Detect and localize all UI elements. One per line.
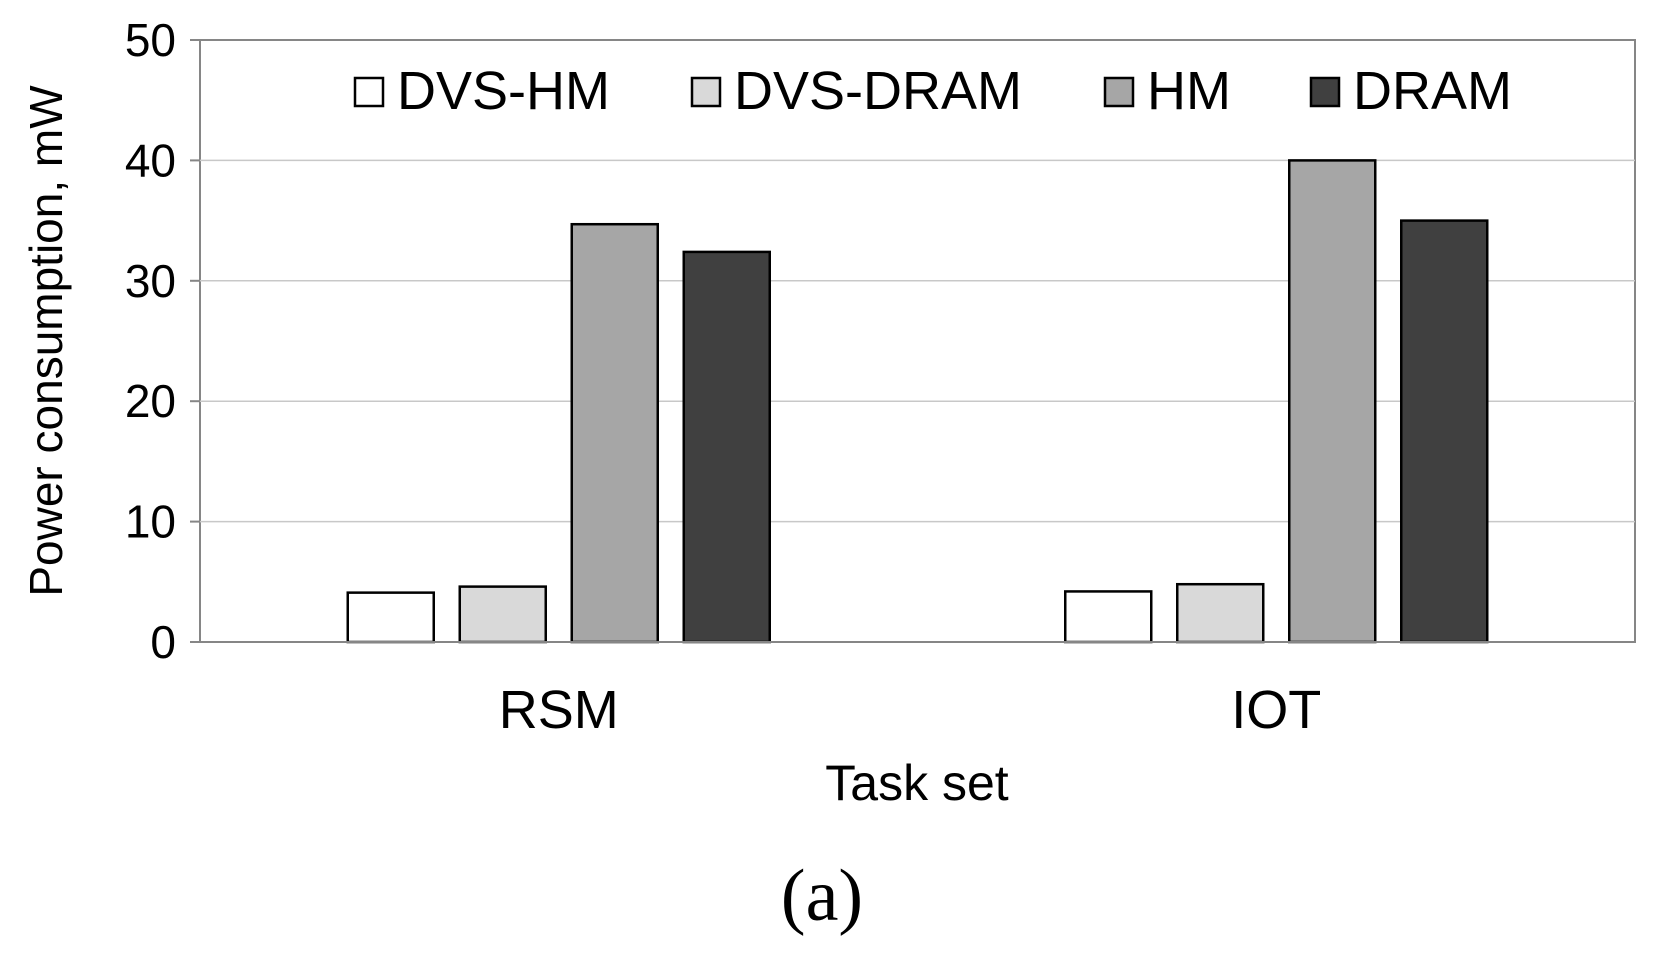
legend-swatch-dram <box>1309 76 1341 108</box>
y-tick-label-3: 30 <box>125 255 176 307</box>
x-tick-label-rsm: RSM <box>499 680 619 740</box>
legend-label-hm: HM <box>1147 61 1231 121</box>
bar-rsm-hm <box>570 222 659 644</box>
bar-iot-dram <box>1400 219 1489 644</box>
x-axis-title: Task set <box>825 755 1009 811</box>
bar-rsm-dvs-hm <box>346 591 435 644</box>
bar-rsm-dram <box>682 250 771 644</box>
y-tick-label-5: 50 <box>125 14 176 66</box>
y-tick-label-4: 40 <box>125 134 176 186</box>
legend-swatch-dvs-dram <box>690 76 722 108</box>
bar-rsm-dvs-dram <box>458 585 547 644</box>
legend-label-dvs-hm: DVS-HM <box>397 61 610 121</box>
y-tick-label-1: 10 <box>125 496 176 548</box>
x-tick-labels: RSM IOT <box>499 680 1322 740</box>
y-tick-label-0: 0 <box>150 616 176 668</box>
legend-label-dram: DRAM <box>1353 61 1512 121</box>
x-tick-label-iot: IOT <box>1231 680 1321 740</box>
bar-iot-dvs-hm <box>1064 590 1153 644</box>
legend-swatch-hm <box>1103 76 1135 108</box>
legend-label-dvs-dram: DVS-DRAM <box>734 61 1022 121</box>
gridlines <box>200 159 1635 523</box>
bar-iot-dvs-dram <box>1176 582 1265 644</box>
legend-swatch-dvs-hm <box>353 76 385 108</box>
y-tick-labels: 0 10 20 30 40 50 <box>125 14 200 668</box>
bar-iot-hm <box>1288 159 1377 644</box>
figure-caption: (a) <box>781 855 863 937</box>
plot-area <box>199 39 1636 643</box>
y-axis-title: Power consumption, mW <box>20 85 72 597</box>
y-tick-label-2: 20 <box>125 375 176 427</box>
bars <box>346 159 1489 644</box>
legend: DVS-HM DVS-DRAM HM DRAM <box>353 61 1512 121</box>
